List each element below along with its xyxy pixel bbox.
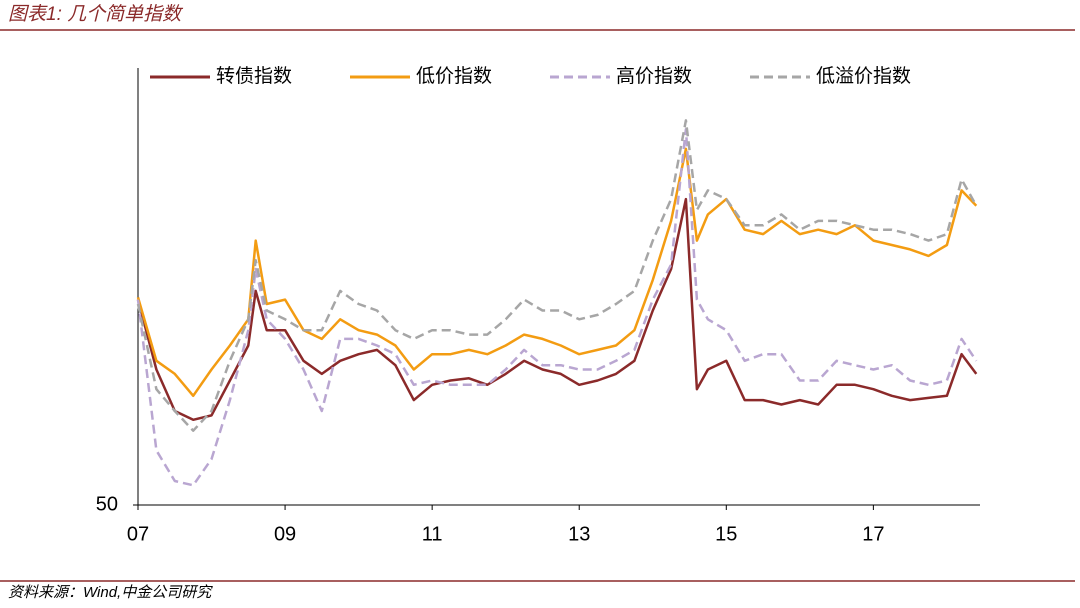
- series-line: [136, 119, 978, 432]
- series-line: [136, 197, 978, 422]
- y-tick-label: 50: [96, 493, 118, 515]
- legend-label: 高价指数: [616, 65, 692, 87]
- legend-label: 低溢价指数: [816, 65, 911, 87]
- x-tick-label: 09: [274, 523, 296, 545]
- source-note: 资料来源：Wind,中金公司研究: [8, 584, 213, 601]
- chart-title: 图表1: 几个简单指数: [8, 3, 184, 25]
- x-tick-label: 11: [422, 523, 443, 545]
- x-tick-label: 07: [127, 523, 149, 545]
- legend-label: 低价指数: [416, 65, 492, 87]
- series-line: [136, 127, 978, 487]
- legend-label: 转债指数: [216, 65, 292, 87]
- x-tick-label: 17: [862, 523, 884, 545]
- x-tick-label: 13: [568, 523, 590, 545]
- series-line: [136, 147, 978, 398]
- x-tick-label: 15: [715, 523, 737, 545]
